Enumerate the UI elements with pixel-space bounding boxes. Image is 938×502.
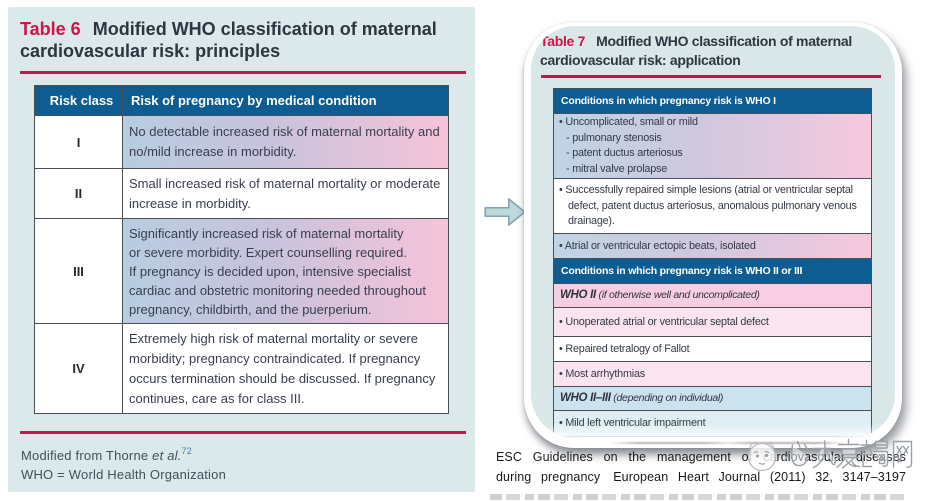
- risk-description-line: continues, care as for class III.: [129, 391, 305, 406]
- table6-title-line1: Modified WHO classification of maternal: [92, 19, 437, 39]
- risk-description-cell: Extremely high risk of maternal mortalit…: [123, 324, 448, 413]
- condition-line: - patent ductus arteriosus: [566, 147, 683, 159]
- risk-description-line: No detectable increased risk of maternal…: [129, 124, 440, 139]
- table6-header-row: Risk class Risk of pregnancy by medical …: [35, 86, 448, 115]
- table6-top-rule: [20, 71, 466, 74]
- footnote-source: Modified from Thorne et al.72: [21, 442, 226, 465]
- risk-class-numeral: III: [73, 263, 84, 279]
- table7-condition-row: • Most arrhythmias: [554, 361, 871, 386]
- risk-class-numeral: II: [74, 186, 83, 201]
- risk-description-line: occurs termination should be discussed. …: [129, 371, 436, 386]
- table7-section-header: Conditions in which pregnancy risk is WH…: [554, 258, 871, 283]
- table7-title-line2: cardiovascular risk: application: [540, 52, 741, 68]
- condition-line: drainage).: [568, 215, 615, 227]
- cropped-bottom-text: [490, 494, 906, 500]
- table6-row-II: II Small increased risk of maternal morta…: [35, 168, 448, 218]
- caption-pregnancy-text: during pregnancy: [496, 469, 601, 484]
- risk-description-cell: Significantly increased risk of maternal…: [123, 219, 448, 323]
- table7-condition-row: • Unoperated atrial or ventricular septa…: [554, 307, 871, 336]
- table6-col1-header: Risk class: [35, 86, 123, 115]
- condition-line: • Most arrhythmias: [559, 367, 645, 380]
- table7-title: Table 7 Modified WHO classification of ma…: [540, 32, 852, 70]
- risk-description-line: If pregnancy is decided upon, intensive …: [129, 263, 411, 279]
- risk-class-numeral: I: [76, 134, 81, 150]
- table7-title-line1: Modified WHO classification of maternal: [596, 33, 853, 49]
- table6-row-IV: IV Extremely high risk of maternal mortal…: [35, 323, 448, 413]
- table6-title-line2: cardiovascular risk: principles: [20, 41, 281, 61]
- risk-description-line: increase in morbidity.: [129, 195, 251, 211]
- who-class-qualifier: (depending on individual): [613, 392, 724, 404]
- risk-description-cell: No detectable increased risk of maternal…: [123, 116, 448, 168]
- table7-label: Table 7: [540, 33, 586, 49]
- reference-superscript: 72: [181, 446, 192, 456]
- who-class-qualifier: (if otherwise well and uncomplicated): [598, 289, 760, 301]
- risk-class-cell: III: [35, 219, 123, 323]
- risk-description-line: cardiac and obstetric monitoring needed …: [129, 282, 427, 298]
- table6-row-III: III Significantly increased risk of mater…: [35, 218, 448, 323]
- table7-condition-row: • Successfully repaired simple lesions (…: [554, 178, 871, 233]
- table7-section-header: Conditions in which pregnancy risk is WH…: [554, 89, 871, 113]
- table6-col2-header: Risk of pregnancy by medical condition: [131, 93, 377, 108]
- who-class-label: WHO II: [560, 289, 596, 301]
- table7-top-rule: [541, 75, 881, 78]
- table7-who-class-row: WHO II–III (depending on individual): [554, 386, 871, 410]
- risk-description-line: or severe morbidity. Expert counselling …: [129, 244, 407, 260]
- risk-class-cell: II: [35, 169, 123, 218]
- table7-condition-row: • Uncomplicated, small or mild - pulmonar…: [554, 113, 871, 178]
- table6-bottom-rule: [20, 431, 466, 434]
- risk-description-line: Extremely high risk of maternal mortalit…: [129, 331, 418, 346]
- table7-condition-row: • Atrial or ventricular ectopic beats, i…: [554, 233, 871, 258]
- who-class-label: WHO II–III: [560, 392, 611, 404]
- watermark-glyphs: [783, 438, 913, 469]
- risk-description-line: morbidity; pregnancy contraindicated. If…: [129, 351, 421, 366]
- footnote-source-text: Modified from Thorne: [21, 448, 153, 463]
- caption-line2: during pregnancy European Heart Journal (…: [496, 468, 906, 488]
- risk-description-line: Significantly increased risk of maternal…: [129, 225, 404, 241]
- heart-mascot-icon: [747, 442, 777, 472]
- right-arrow-icon: [484, 198, 526, 226]
- table7-who-class-row: WHO II (if otherwise well and uncomplica…: [554, 283, 871, 307]
- condition-line: defect, patent ductus arteriosus, anomal…: [568, 199, 857, 212]
- table6-label: Table 6: [20, 19, 81, 39]
- risk-description-cell: Small increased risk of maternal mortali…: [123, 169, 448, 218]
- table6: Risk class Risk of pregnancy by medical …: [34, 85, 449, 414]
- risk-description-line: no/mild increase in morbidity.: [129, 144, 297, 159]
- table6-row-I: I No detectable increased risk of materna…: [35, 115, 448, 168]
- table7-bottom-fade: [531, 424, 895, 438]
- footnote-source-etal: et al.: [152, 448, 182, 463]
- table7-frame: Table 7 Modified WHO classification of ma…: [524, 22, 902, 448]
- table6-panel: Table 6 Modified WHO classification of ma…: [8, 7, 475, 492]
- risk-class-numeral: IV: [72, 361, 85, 376]
- risk-class-cell: IV: [35, 324, 123, 413]
- condition-line: - mitral valve prolapse: [566, 162, 668, 175]
- table7-cropped-row-line: [610, 442, 846, 444]
- risk-description-line: pregnancy, childbirth, and the puerperiu…: [129, 301, 372, 317]
- table7-panel: Table 7 Modified WHO classification of ma…: [531, 26, 895, 438]
- footnote-who: WHO = World Health Organization: [21, 467, 227, 482]
- table7: Conditions in which pregnancy risk is WH…: [553, 88, 872, 437]
- risk-class-cell: I: [35, 116, 123, 168]
- condition-line: • Repaired tetralogy of Fallot: [559, 342, 690, 355]
- condition-line: - pulmonary stenosis: [566, 131, 662, 144]
- risk-description-line: Small increased risk of maternal mortali…: [129, 175, 441, 191]
- condition-line: • Unoperated atrial or ventricular septa…: [559, 315, 769, 328]
- condition-line: • Uncomplicated, small or mild: [559, 116, 698, 128]
- condition-line: • Successfully repaired simple lesions (…: [559, 184, 853, 196]
- table7-condition-row: • Repaired tetralogy of Fallot: [554, 336, 871, 361]
- table6-title: Table 6 Modified WHO classification of ma…: [20, 18, 437, 62]
- caption-journal-text: European Heart Journal (2011) 32, 3147–3…: [613, 469, 906, 484]
- table6-footnotes: Modified from Thorne et al.72 WHO = Worl…: [21, 442, 226, 484]
- condition-line: • Atrial or ventricular ectopic beats, i…: [559, 239, 756, 252]
- watermark: [747, 438, 913, 472]
